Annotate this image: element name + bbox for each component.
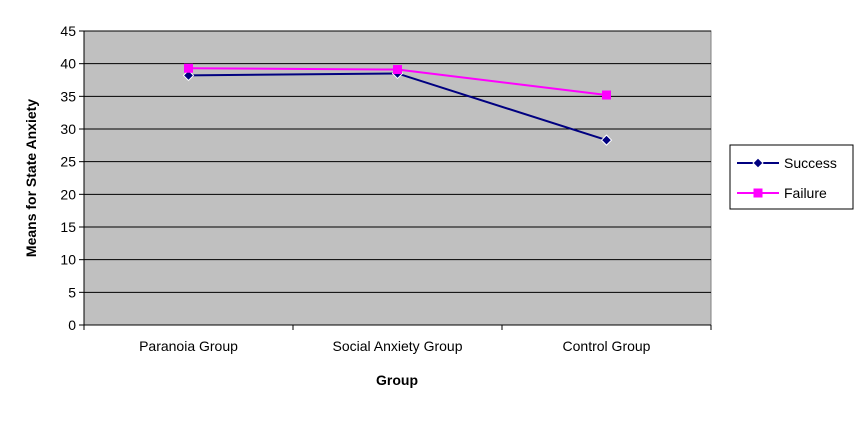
y-tick-label: 20 [60,186,76,202]
legend-box [729,144,854,210]
legend-marker [753,188,763,198]
series-failure [184,63,611,100]
data-point [393,65,402,75]
x-tick-label: Paranoia Group [139,338,238,354]
data-point [600,134,613,146]
y-axis: 0 5 10 15 20 25 30 35 40 45 [60,23,85,333]
y-tick-label: 5 [68,284,76,300]
series-layer [182,63,613,146]
legend: Success Failure [729,144,854,210]
legend-label: Success [784,155,837,171]
y-tick-label: 10 [60,252,76,268]
y-tick-label: 45 [60,23,76,39]
legend-marker [752,157,764,169]
data-point [182,69,195,82]
y-tick-label: 25 [60,154,76,170]
y-tick-label: 15 [60,219,76,235]
legend-label: Failure [784,185,827,201]
y-tick-label: 35 [60,88,76,104]
y-tick-label: 30 [60,121,76,137]
x-tick-label: Control Group [563,338,651,354]
y-tick-label: 40 [60,56,76,72]
y-tick-label: 0 [68,317,76,333]
legend-item-success: Success [737,155,837,171]
x-axis: Paranoia Group Social Anxiety Group Contro… [83,324,712,354]
data-point [184,63,193,73]
y-axis-title: Means for State Anxiety [23,99,39,257]
legend-item-failure: Failure [737,185,827,201]
data-point [602,90,611,100]
x-axis-title: Group [376,372,418,388]
x-tick-label: Social Anxiety Group [333,338,463,354]
